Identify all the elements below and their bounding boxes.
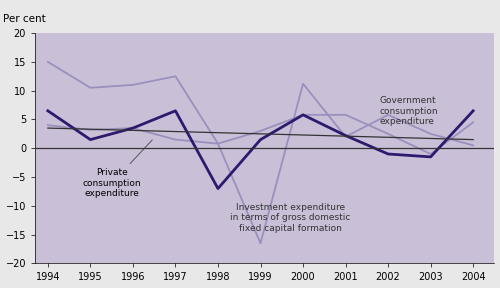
Text: Private
consumption
expenditure: Private consumption expenditure xyxy=(82,140,152,198)
Text: Investment expenditure
in terms of gross domestic
fixed capital formation: Investment expenditure in terms of gross… xyxy=(230,203,350,233)
Text: Per cent: Per cent xyxy=(3,14,45,24)
Text: Government
consumption
expenditure: Government consumption expenditure xyxy=(380,96,438,126)
